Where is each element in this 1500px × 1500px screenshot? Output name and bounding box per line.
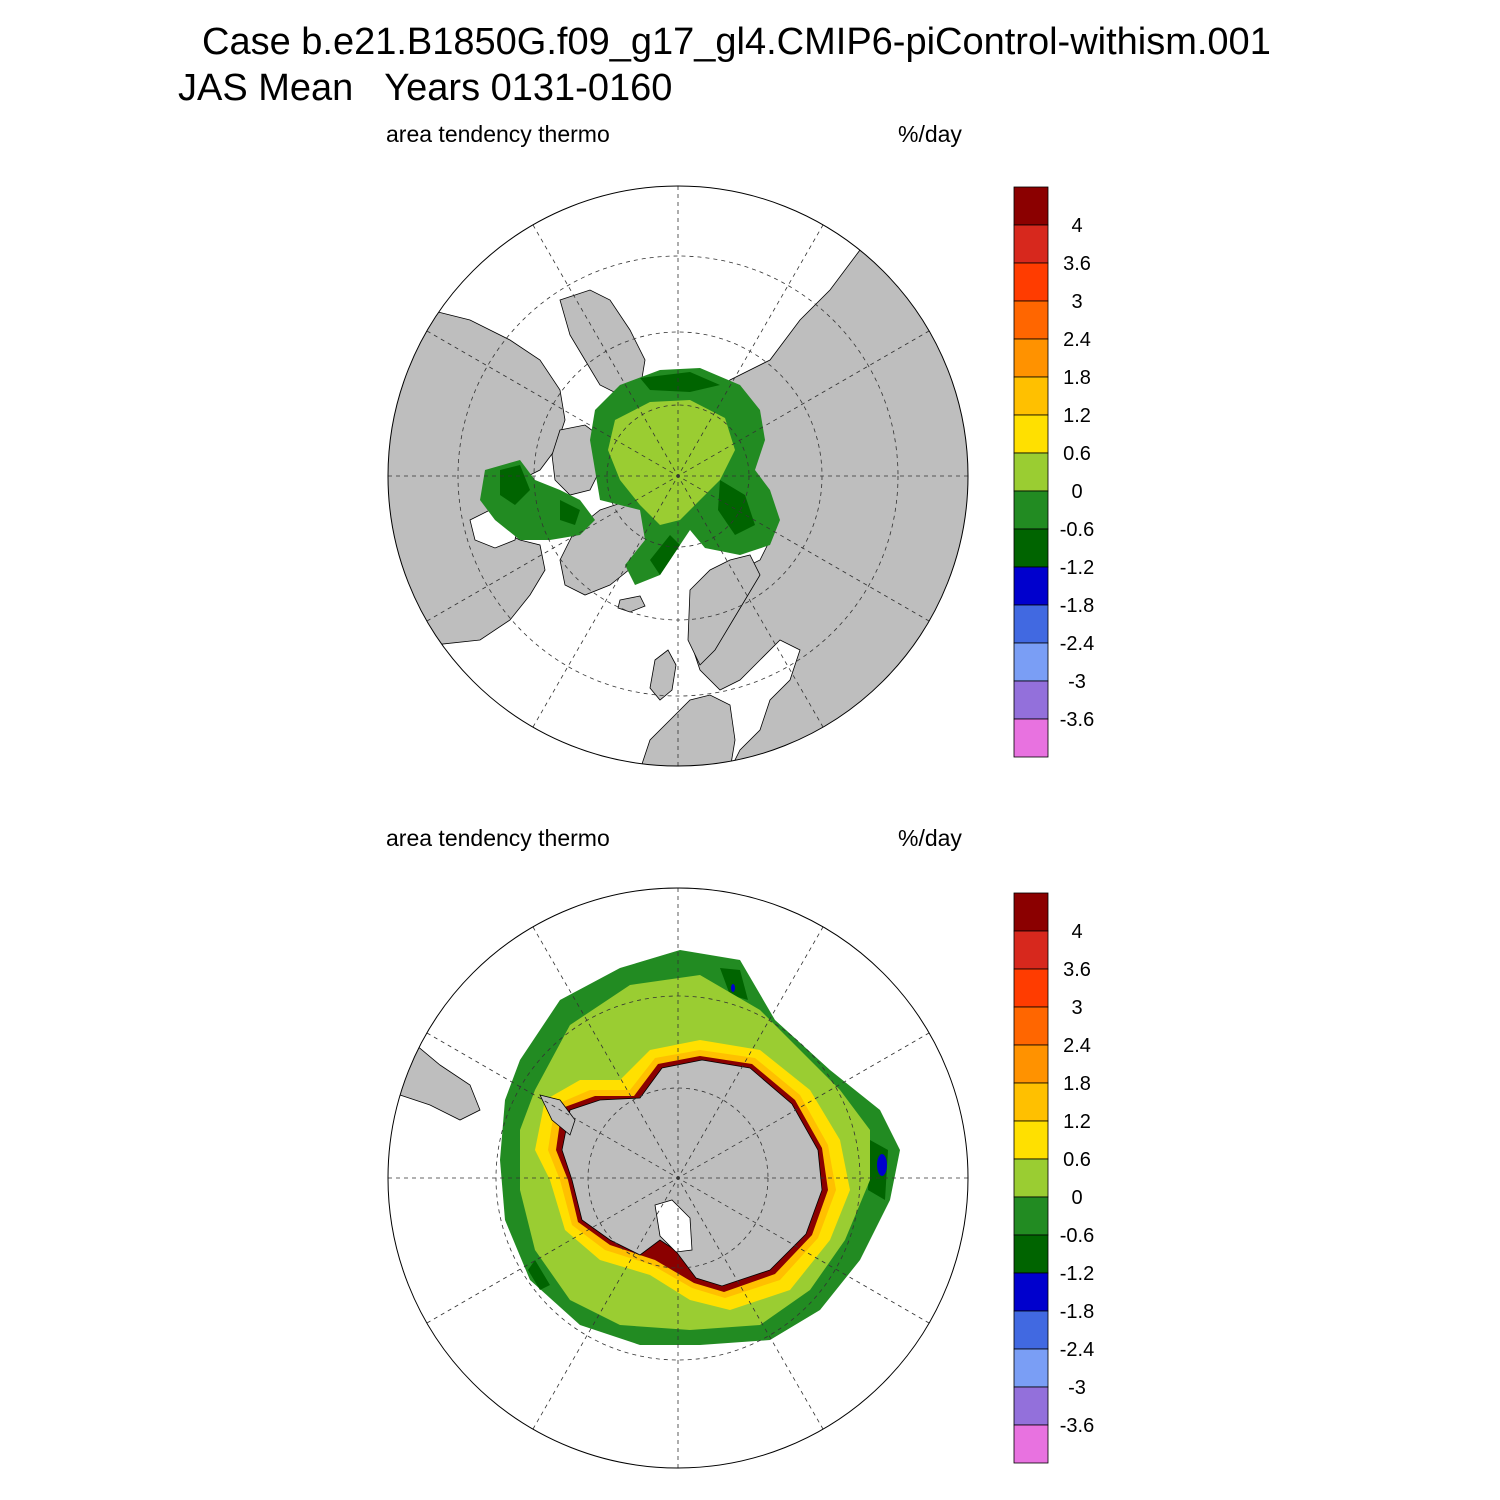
north-graticule: [388, 186, 968, 766]
south-colorbar-tick-label: 0.6: [1063, 1149, 1091, 1171]
figure-title-period: JAS Mean Years 0131-0160: [178, 67, 673, 109]
south-colorbar-tick-label: 1.8: [1063, 1073, 1091, 1095]
south-colorbar-tick-label: -3.6: [1060, 1415, 1094, 1437]
north-colorbar-tick-label: 0.6: [1063, 443, 1091, 465]
north-colorbar-swatch: [1013, 300, 1049, 340]
north-colorbar-swatch: [1013, 224, 1049, 264]
north-colorbar-swatch: [1013, 338, 1049, 378]
south-colorbar-swatch: [1013, 1044, 1049, 1084]
south-colorbar-swatch: [1013, 1006, 1049, 1046]
south-colorbar-tick-label: -3: [1068, 1377, 1086, 1399]
north-colorbar-swatch: [1013, 490, 1049, 530]
north-colorbar-tick-label: -3: [1068, 671, 1086, 693]
figure-title-case: Case b.e21.B1850G.f09_g17_gl4.CMIP6-piCo…: [202, 21, 1271, 63]
south-negative-anomaly-spot: [877, 1154, 887, 1176]
south-colorbar-swatch: [1013, 1386, 1049, 1426]
south-panel-variable-label: area tendency thermo: [386, 825, 610, 851]
south-colorbar-swatch: [1013, 1196, 1049, 1236]
north-colorbar-swatch: [1013, 186, 1049, 226]
south-colorbar-swatch: [1013, 930, 1049, 970]
north-colorbar-swatch: [1013, 642, 1049, 682]
south-colorbar-tick-label: 2.4: [1063, 1035, 1091, 1057]
north-colorbar-swatch: [1013, 718, 1049, 758]
north-colorbar-tick-label: 0: [1071, 481, 1082, 503]
south-colorbar-tick-label: 3.6: [1063, 959, 1091, 981]
land-antarctica: [561, 1059, 823, 1287]
south-colorbar-swatch: [1013, 1158, 1049, 1198]
north-colorbar-swatch: [1013, 566, 1049, 606]
north-colorbar-swatch: [1013, 680, 1049, 720]
north-colorbar-tick-label: -1.2: [1060, 557, 1094, 579]
south-map-border: [387, 887, 969, 1469]
north-colorbar-swatch: [1013, 452, 1049, 492]
north-ice-hudson-dark: [500, 465, 580, 525]
north-colorbar-tick-label: -1.8: [1060, 595, 1094, 617]
north-panel-unit-label: %/day: [898, 121, 962, 147]
north-colorbar-swatch: [1013, 376, 1049, 416]
north-colorbar: 4 3.6 3 2.4 1.8 1.2 0.6 0 -0.6 -1.2 -1.8 -2.4 -3 -3.6: [1013, 186, 1094, 758]
south-polar-map: [387, 887, 969, 1469]
north-colorbar-tick-label: 3.6: [1063, 253, 1091, 275]
north-colorbar-swatch: [1013, 414, 1049, 454]
north-ice-center: [608, 400, 735, 525]
north-colorbar-tick-label: 2.4: [1063, 329, 1091, 351]
land-scandinavia: [687, 554, 761, 666]
south-colorbar-swatch: [1013, 1310, 1049, 1350]
south-colorbar-swatch: [1013, 1272, 1049, 1312]
south-panel-unit-label: %/day: [898, 825, 962, 851]
land-europe: [639, 694, 736, 766]
south-colorbar-swatch: [1013, 1424, 1049, 1464]
south-colorbar-tick-label: 1.2: [1063, 1111, 1091, 1133]
north-colorbar-tick-label: -0.6: [1060, 519, 1094, 541]
land-iceland: [617, 595, 646, 613]
north-colorbar-tick-label: -2.4: [1060, 633, 1094, 655]
south-colorbar-swatch: [1013, 1234, 1049, 1274]
south-colorbar-swatch: [1013, 1120, 1049, 1160]
north-colorbar-swatch: [1013, 604, 1049, 644]
north-colorbar-tick-label: 1.8: [1063, 367, 1091, 389]
land-antarctic-peninsula: [539, 1094, 576, 1136]
south-colorbar-tick-label: -2.4: [1060, 1339, 1094, 1361]
north-panel-variable-label: area tendency thermo: [386, 121, 610, 147]
south-colorbar-tick-label: 0: [1071, 1187, 1082, 1209]
south-colorbar-tick-label: 3: [1071, 997, 1082, 1019]
north-colorbar-tick-label: 1.2: [1063, 405, 1091, 427]
south-colorbar: 4 3.6 3 2.4 1.8 1.2 0.6 0 -0.6 -1.2 -1.8 -2.4 -3 -3.6: [1013, 892, 1094, 1464]
south-colorbar-tick-label: 4: [1071, 921, 1082, 943]
north-colorbar-swatch: [1013, 528, 1049, 568]
land-british-isles: [649, 649, 677, 701]
north-polar-map: [387, 185, 969, 767]
south-colorbar-swatch: [1013, 892, 1049, 932]
north-colorbar-swatch: [1013, 262, 1049, 302]
south-colorbar-swatch: [1013, 1348, 1049, 1388]
south-colorbar-tick-label: -1.8: [1060, 1301, 1094, 1323]
south-colorbar-tick-label: -0.6: [1060, 1225, 1094, 1247]
north-colorbar-tick-label: 3: [1071, 291, 1082, 313]
south-colorbar-swatch: [1013, 968, 1049, 1008]
north-map-border: [387, 185, 969, 767]
south-negative-anomaly-spot-small: [731, 984, 735, 992]
north-colorbar-tick-label: 4: [1071, 215, 1082, 237]
south-colorbar-tick-label: -1.2: [1060, 1263, 1094, 1285]
water-ross-sea: [654, 1199, 693, 1253]
south-colorbar-swatch: [1013, 1082, 1049, 1122]
north-colorbar-tick-label: -3.6: [1060, 709, 1094, 731]
south-graticule: [388, 888, 968, 1468]
